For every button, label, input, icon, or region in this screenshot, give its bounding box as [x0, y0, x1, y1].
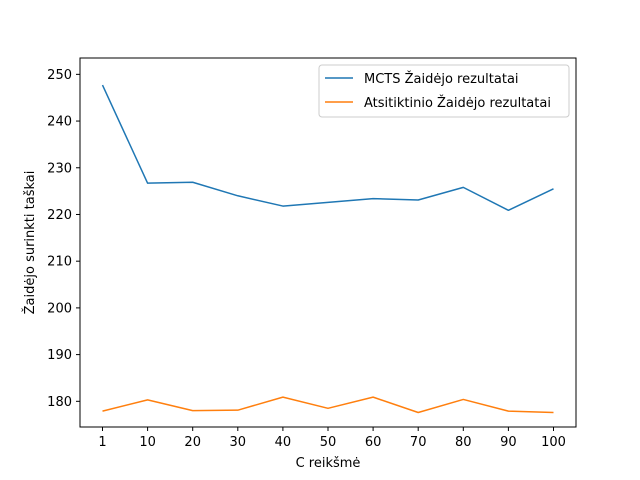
y-tick-label: 230 [47, 161, 72, 176]
x-tick-label: 1 [98, 435, 106, 450]
x-tick-label: 100 [541, 435, 566, 450]
y-tick-label: 190 [47, 348, 72, 363]
y-tick-label: 240 [47, 115, 72, 130]
series-line-random [102, 396, 554, 414]
legend: MCTS Žaidėjo rezultatai Atsitiktinio Žai… [318, 64, 570, 118]
x-tick-label: 40 [275, 435, 292, 450]
x-axis: 1 10 20 30 40 50 60 70 80 90 100 [98, 427, 566, 450]
x-tick-label: 60 [365, 435, 382, 450]
x-tick-label: 30 [230, 435, 247, 450]
legend-label-random: Atsitiktinio Žaidėjo rezultatai [364, 95, 551, 111]
legend-label-mcts: MCTS Žaidėjo rezultatai [364, 71, 519, 87]
x-tick-label: 70 [410, 435, 427, 450]
y-tick-label: 250 [47, 68, 72, 83]
y-axis-label: Žaidėjo surinkti taškai [22, 171, 38, 315]
x-tick-label: 50 [320, 435, 337, 450]
y-axis: 180 190 200 210 220 230 240 250 [47, 68, 80, 410]
x-axis-label: C reikšmė [296, 456, 361, 471]
y-tick-label: 220 [47, 208, 72, 223]
x-tick-label: 90 [500, 435, 517, 450]
series-line-mcts [101, 84, 554, 212]
plot-lines [101, 84, 554, 414]
legend-box [318, 64, 570, 118]
x-tick-label: 10 [139, 435, 156, 450]
y-tick-label: 180 [47, 395, 72, 410]
x-tick-label: 20 [184, 435, 201, 450]
y-tick-label: 200 [47, 301, 72, 316]
y-tick-label: 210 [47, 255, 72, 270]
x-tick-label: 80 [455, 435, 472, 450]
